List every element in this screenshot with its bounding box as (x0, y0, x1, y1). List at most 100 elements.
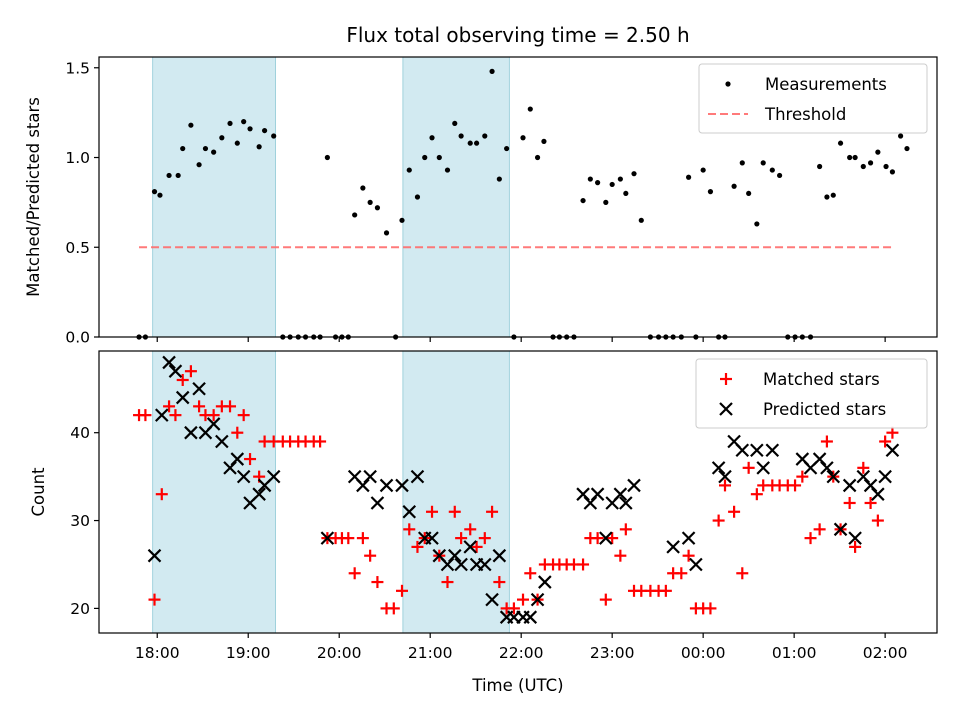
top-panel-y-label: Matched/Predicted stars (24, 97, 43, 297)
predicted-star-point (175, 390, 190, 405)
predicted-star-point (848, 531, 862, 545)
measurement-point (422, 154, 428, 161)
measurement-point (467, 140, 473, 146)
measurement-point (219, 135, 225, 141)
matched-star-point (524, 567, 537, 580)
matched-star-point (169, 409, 182, 422)
measurement-point (617, 176, 623, 182)
matched-star-point (184, 365, 197, 378)
measurement-point (541, 138, 547, 144)
measurement-point (360, 185, 366, 191)
predicted-star-point (425, 531, 439, 545)
predicted-star-point (252, 487, 266, 501)
bottom-legend: Matched stars Predicted stars (695, 358, 928, 429)
predicted-star-point (833, 522, 848, 537)
measurement-point (700, 167, 706, 173)
legend-label-matched: Matched stars (763, 370, 880, 389)
matched-star-point (348, 567, 361, 580)
predicted-star-point (478, 557, 492, 572)
matched-star-point (659, 584, 672, 597)
predicted-star-point (492, 548, 507, 563)
legend-frame (695, 358, 928, 429)
predicted-star-point (147, 548, 162, 563)
legend-marker-measurements (725, 81, 731, 87)
measurement-point (474, 140, 480, 146)
measurement-point (731, 183, 737, 189)
matched-star-point (411, 540, 424, 553)
measurement-point (452, 120, 458, 127)
matched-star-point (486, 505, 499, 518)
measurement-point (383, 230, 390, 236)
measurement-point (603, 199, 609, 205)
predicted-star-point (447, 548, 462, 563)
x-tick-label: 22:00 (499, 644, 544, 662)
top-panel-ratio: 0.0 0.5 1.0 1.5 Matched/Predicted stars Mea… (24, 56, 938, 347)
predicted-star-point (266, 469, 281, 484)
measurement-point (883, 163, 889, 170)
predicted-star-point (410, 469, 425, 484)
shaded-interval (152, 350, 276, 634)
measurement-point (247, 126, 253, 132)
matched-star-point (224, 400, 237, 413)
measurement-point (504, 145, 510, 152)
measurement-point (520, 135, 526, 141)
measurement-point (769, 167, 775, 173)
matched-star-point (464, 523, 477, 536)
matched-star-point (718, 479, 731, 492)
measurement-point (889, 169, 896, 175)
matched-star-point (857, 461, 870, 474)
bottom-panel-frame (98, 350, 938, 634)
predicted-star-point (590, 487, 605, 501)
matched-star-point (176, 373, 189, 386)
legend-label-threshold: Threshold (764, 105, 846, 124)
measurement-point (227, 120, 233, 127)
bottom-panel-x-ticks: 18:00 19:00 20:00 21:00 22:00 23:00 00:00 01:00… (135, 633, 907, 662)
matched-star-point (387, 602, 400, 615)
measurement-point (234, 140, 240, 146)
predicted-star-point (184, 425, 198, 440)
predicted-star-point (230, 452, 245, 466)
y-tick-label: 40 (70, 424, 90, 442)
matched-star-point (470, 540, 483, 553)
matched-star-point (441, 576, 454, 589)
bottom-panel-y-label: Count (29, 467, 48, 517)
measurement-point (817, 163, 823, 170)
matched-star-point (804, 532, 817, 545)
measurement-point (180, 145, 186, 152)
matched-star-point (864, 496, 877, 509)
count-points (133, 355, 900, 624)
predicted-star-point (363, 469, 377, 484)
predicted-star-point (320, 531, 335, 545)
measurement-point (754, 221, 760, 227)
measurement-point (609, 181, 615, 188)
x-axis-label: Time (UTC) (471, 676, 563, 695)
measurement-point (580, 197, 586, 204)
y-tick-label: 1.5 (65, 59, 90, 77)
x-tick-label: 19:00 (226, 644, 271, 662)
matched-star-point (849, 540, 862, 553)
chart-title: Flux total observing time = 2.50 h (346, 23, 689, 47)
measurement-point (399, 217, 405, 223)
predicted-star-point (530, 592, 545, 607)
shaded-interval (152, 56, 276, 338)
y-tick-label: 1.0 (65, 149, 90, 167)
matched-star-point (148, 593, 161, 606)
matched-star-point (742, 461, 755, 474)
matched-star-point (736, 567, 749, 580)
y-tick-label: 0.0 (65, 329, 90, 347)
measurement-point (157, 192, 163, 198)
predicted-star-point (871, 487, 885, 501)
measurement-point (496, 176, 502, 182)
measurement-point (739, 160, 745, 166)
matched-star-point (455, 532, 468, 545)
measurement-point (776, 172, 783, 179)
matched-star-point (813, 523, 826, 536)
predicted-star-point (599, 531, 613, 545)
measurement-point (414, 194, 421, 200)
legend-marker-predicted (719, 402, 733, 416)
predicted-star-point (820, 461, 834, 475)
matched-star-point (750, 488, 763, 501)
matched-star-point (796, 470, 809, 483)
predicted-star-point (454, 557, 468, 572)
